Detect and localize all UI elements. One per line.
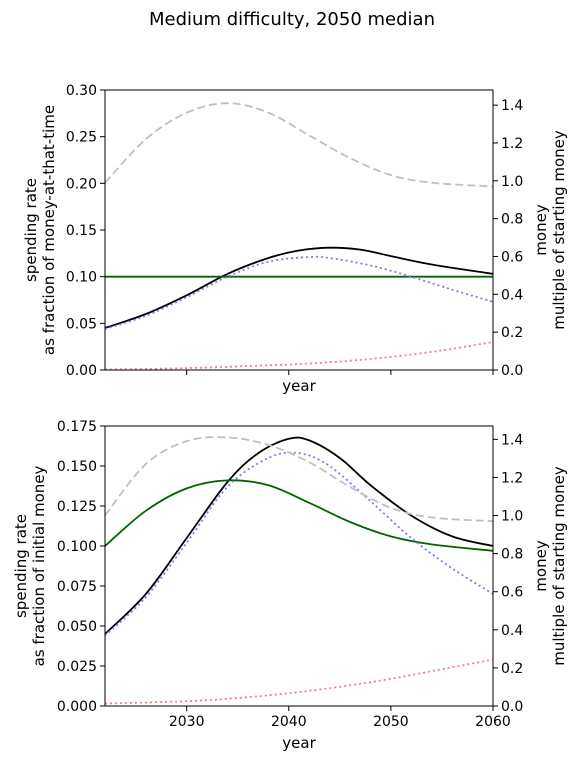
x-axis-label: year [282, 377, 316, 395]
y-tick-label: 0.100 [57, 539, 97, 555]
y-tick-label: 0.025 [57, 659, 97, 675]
y2-axis-label: multiple of starting money [550, 130, 568, 330]
y-tick-label: 0.050 [57, 619, 97, 635]
y-tick-label: 0.10 [66, 270, 97, 286]
series-line-black [105, 436, 493, 635]
y-axis-label: spending rate [22, 178, 40, 282]
series-line-black [105, 246, 493, 329]
y2-tick-label: 0.2 [501, 325, 523, 341]
y2-tick-label: 0.6 [501, 249, 523, 265]
y2-tick-label: 0.8 [501, 547, 523, 563]
y2-tick-label: 0.0 [501, 363, 523, 379]
y2-axis-label: money [532, 204, 550, 256]
series-line-red [105, 658, 493, 705]
x-tick-label: 2050 [373, 714, 409, 730]
y2-tick-label: 1.4 [501, 98, 523, 114]
y2-tick-label: 0.0 [501, 699, 523, 715]
series-line-grey [105, 436, 493, 523]
y-tick-label: 0.15 [66, 223, 97, 239]
y-tick-label: 0.175 [57, 419, 97, 435]
y2-tick-label: 0.4 [501, 623, 523, 639]
y2-tick-label: 1.2 [501, 136, 523, 152]
y-tick-label: 0.05 [66, 316, 97, 332]
chart-panel-2: 0.000 0.025 0.050 0.075 0.100 0.125 0.150 0.175… [12, 419, 568, 752]
y2-tick-label: 1.2 [501, 470, 523, 486]
series-group [105, 436, 493, 705]
y-axis-label: as fraction of initial money [30, 465, 48, 666]
y-tick-label: 0.30 [66, 83, 97, 99]
y2-tick-label: 1.0 [501, 509, 523, 525]
y2-tick-label: 0.6 [501, 585, 523, 601]
y-tick-label: 0.20 [66, 176, 97, 192]
series-line-red [105, 341, 493, 370]
series-line-grey [105, 102, 493, 188]
y-axis-label: as fraction of money-at-that-time [40, 105, 58, 355]
x-axis-label: year [282, 734, 316, 752]
chart-panel-1: 0.00 0.05 0.10 0.15 0.20 0.25 0.30 0.0 0.2 0.4 0.6… [22, 83, 568, 395]
y-tick-label: 0.25 [66, 130, 97, 146]
plot-frame [104, 89, 494, 371]
y2-tick-label: 1.0 [501, 174, 523, 190]
plot-frame [104, 425, 494, 707]
series-line-green [105, 479, 493, 552]
y2-tick-label: 1.4 [501, 432, 523, 448]
series-line-blue [105, 451, 493, 637]
y2-tick-label: 0.8 [501, 212, 523, 228]
y-tick-label: 0.150 [57, 459, 97, 475]
y2-axis-label: multiple of starting money [550, 466, 568, 666]
series-line-blue [105, 255, 493, 330]
chart-panels: 0.00 0.05 0.10 0.15 0.20 0.25 0.30 0.0 0.2 0.4 0.6… [12, 83, 568, 752]
y-tick-label: 0.000 [57, 699, 97, 715]
x-tick-label: 2060 [475, 714, 511, 730]
y-axis-label: spending rate [12, 514, 30, 618]
x-tick-label: 2040 [271, 714, 307, 730]
x-tick-label: 2030 [169, 714, 205, 730]
y-tick-label: 0.125 [57, 499, 97, 515]
series-group [105, 102, 493, 370]
y-tick-label: 0.075 [57, 579, 97, 595]
figure-title: Medium difficulty, 2050 median [149, 9, 435, 30]
y2-tick-label: 0.2 [501, 661, 523, 677]
y-tick-label: 0.00 [66, 363, 97, 379]
y2-tick-label: 0.4 [501, 287, 523, 303]
y2-axis-label: money [532, 540, 550, 592]
